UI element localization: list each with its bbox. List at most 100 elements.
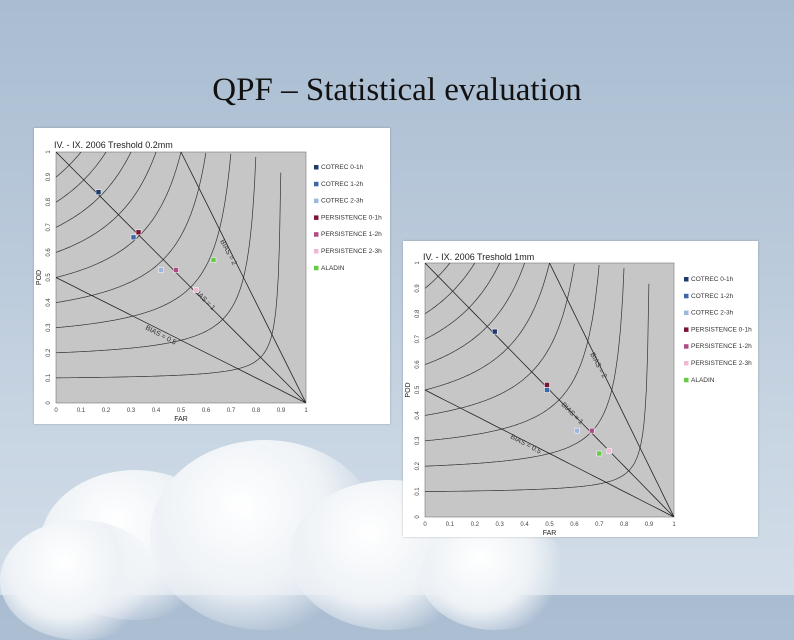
csi-isoline (425, 263, 550, 391)
y-tick-label: 0.4 (46, 298, 52, 307)
legend-label: ALADIN (321, 265, 345, 272)
legend-label: PERSISTENCE 1-2h (321, 231, 382, 238)
y-tick-label: 0.9 (415, 284, 421, 293)
y-tick-label: 0.9 (46, 172, 52, 181)
x-tick-label: 0.7 (595, 522, 604, 528)
data-point (130, 234, 137, 241)
data-point (574, 427, 580, 434)
x-tick-label: 0.4 (152, 408, 161, 414)
legend-swatch (314, 181, 319, 187)
data-point (544, 387, 550, 393)
csi-isoline (425, 263, 476, 315)
x-tick-label: 0.3 (127, 408, 136, 414)
csi-isoline (56, 152, 157, 253)
legend-swatch (314, 215, 319, 220)
legend-swatch (314, 198, 319, 204)
csi-isoline (56, 152, 132, 228)
y-tick-label: 0.1 (415, 487, 421, 496)
y-tick-label: 0 (46, 401, 52, 405)
y-tick-label: 1 (415, 261, 421, 265)
x-tick-label: 1 (672, 522, 676, 528)
csi-isoline (425, 283, 650, 492)
data-point (491, 328, 498, 335)
csi-isoline (56, 152, 207, 303)
x-tick-label: 0.9 (277, 408, 286, 414)
x-tick-label: 1 (304, 408, 308, 414)
csi-isoline (425, 263, 575, 416)
legend-swatch (684, 327, 689, 332)
x-tick-label: 0 (423, 522, 427, 528)
legend-label: PERSISTENCE 0-1h (691, 326, 752, 333)
csi-isoline (425, 263, 451, 289)
x-tick-label: 0.7 (227, 408, 236, 414)
legend-label: COTREC 1-2h (691, 293, 734, 300)
y-axis-label: POD (405, 382, 412, 397)
data-point (210, 257, 217, 263)
legend-swatch (314, 165, 319, 170)
csi-isoline (56, 153, 232, 329)
y-tick-label: 0.8 (46, 197, 52, 206)
legend-label: COTREC 1-2h (321, 181, 364, 188)
bias-line (425, 389, 674, 517)
x-tick-label: 0.1 (77, 408, 86, 414)
x-tick-label: 0.5 (545, 522, 554, 528)
y-tick-label: 0.3 (415, 436, 421, 445)
data-point (173, 267, 179, 273)
data-point (95, 189, 102, 195)
legend-label: PERSISTENCE 2-3h (321, 248, 382, 255)
x-tick-label: 0.5 (177, 408, 186, 414)
x-tick-label: 0.6 (570, 522, 579, 528)
x-axis-label: FAR (174, 416, 188, 423)
x-tick-label: 0.8 (620, 522, 629, 528)
y-tick-label: 0.7 (46, 222, 52, 231)
csi-isoline (56, 172, 282, 379)
csi-isoline (425, 264, 600, 442)
legend-label: COTREC 2-3h (321, 198, 364, 205)
bias-line (56, 277, 306, 403)
csi-isoline (425, 263, 525, 365)
legend-label: PERSISTENCE 1-2h (691, 343, 752, 350)
legend-swatch (684, 277, 689, 282)
chart-panel-0.2mm: IV. - IX. 2006 Treshold 0.2mm BIAS = 2 BIA… (34, 128, 390, 424)
legend-label: COTREC 2-3h (691, 310, 734, 317)
bias-line (549, 263, 674, 517)
x-tick-label: 0.2 (471, 522, 480, 528)
csi-isoline (56, 152, 107, 203)
y-tick-label: 0 (415, 515, 421, 519)
x-tick-label: 0.1 (446, 522, 455, 528)
legend-swatch (314, 265, 319, 271)
y-axis-label: POD (36, 270, 43, 285)
x-tick-label: 0.6 (202, 408, 211, 414)
y-tick-label: 0.5 (46, 273, 52, 282)
data-point (158, 267, 164, 273)
x-tick-label: 0.8 (252, 408, 261, 414)
x-tick-label: 0.4 (520, 522, 529, 528)
slide-title: QPF – Statistical evaluation (212, 72, 582, 108)
x-tick-label: 0.9 (645, 522, 654, 528)
csi-isoline (56, 152, 82, 178)
y-tick-label: 0.2 (46, 348, 52, 357)
data-point (193, 287, 199, 293)
legend-swatch (684, 310, 689, 316)
legend-label: PERSISTENCE 0-1h (321, 214, 382, 221)
legend-label: PERSISTENCE 2-3h (691, 360, 752, 367)
x-tick-label: 0 (54, 408, 58, 414)
legend-label: COTREC 0-1h (321, 164, 364, 171)
y-tick-label: 0.7 (415, 334, 421, 343)
chart-title: IV. - IX. 2006 Treshold 1mm (423, 252, 534, 262)
x-axis-label: FAR (543, 530, 557, 537)
y-tick-label: 0.3 (46, 323, 52, 332)
data-point (596, 450, 603, 457)
data-point (606, 448, 613, 454)
y-tick-label: 1 (46, 150, 52, 154)
y-tick-label: 0.1 (46, 373, 52, 382)
x-tick-label: 0.2 (102, 408, 111, 414)
data-point (589, 427, 595, 434)
legend-swatch (684, 377, 689, 383)
legend-swatch (314, 249, 319, 254)
legend-label: ALADIN (691, 377, 715, 384)
x-tick-label: 0.3 (496, 522, 505, 528)
csi-isoline (56, 152, 182, 278)
